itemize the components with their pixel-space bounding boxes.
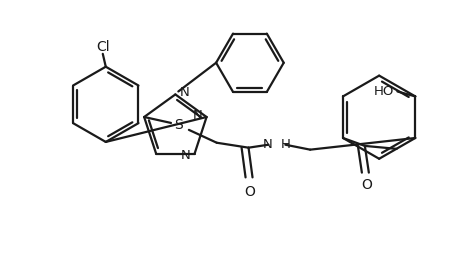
Text: N: N [181, 149, 191, 162]
Text: N: N [262, 138, 272, 151]
Text: N: N [193, 109, 202, 122]
Text: Cl: Cl [96, 40, 110, 54]
Text: N: N [179, 86, 189, 99]
Text: O: O [244, 185, 255, 199]
Text: HO: HO [373, 85, 394, 98]
Text: S: S [175, 118, 183, 132]
Text: H: H [280, 138, 290, 151]
Text: O: O [362, 178, 372, 193]
